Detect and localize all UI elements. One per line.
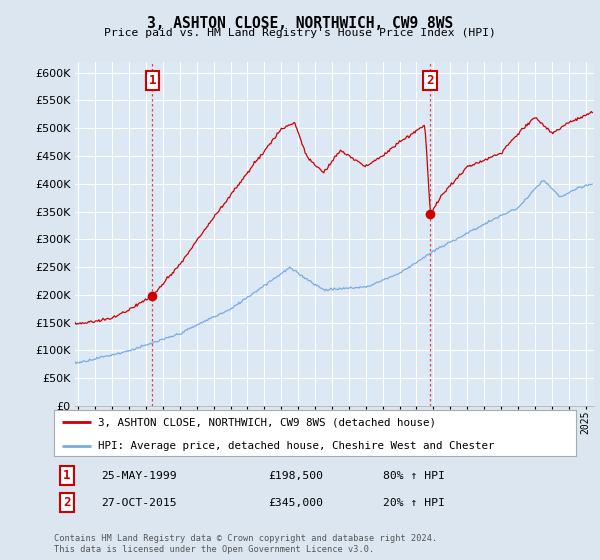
Text: £198,500: £198,500 (268, 470, 323, 480)
Text: 3, ASHTON CLOSE, NORTHWICH, CW9 8WS (detached house): 3, ASHTON CLOSE, NORTHWICH, CW9 8WS (det… (98, 417, 436, 427)
Text: 1: 1 (149, 74, 156, 87)
Text: 1: 1 (64, 469, 71, 482)
Text: 2: 2 (427, 74, 434, 87)
Text: 3, ASHTON CLOSE, NORTHWICH, CW9 8WS: 3, ASHTON CLOSE, NORTHWICH, CW9 8WS (147, 16, 453, 31)
Text: 27-OCT-2015: 27-OCT-2015 (101, 498, 176, 508)
Text: 2: 2 (64, 496, 71, 509)
Text: Contains HM Land Registry data © Crown copyright and database right 2024.
This d: Contains HM Land Registry data © Crown c… (54, 534, 437, 554)
Text: HPI: Average price, detached house, Cheshire West and Chester: HPI: Average price, detached house, Ches… (98, 441, 495, 451)
Text: 20% ↑ HPI: 20% ↑ HPI (383, 498, 445, 508)
Text: £345,000: £345,000 (268, 498, 323, 508)
Text: Price paid vs. HM Land Registry's House Price Index (HPI): Price paid vs. HM Land Registry's House … (104, 28, 496, 38)
Text: 80% ↑ HPI: 80% ↑ HPI (383, 470, 445, 480)
Text: 25-MAY-1999: 25-MAY-1999 (101, 470, 176, 480)
